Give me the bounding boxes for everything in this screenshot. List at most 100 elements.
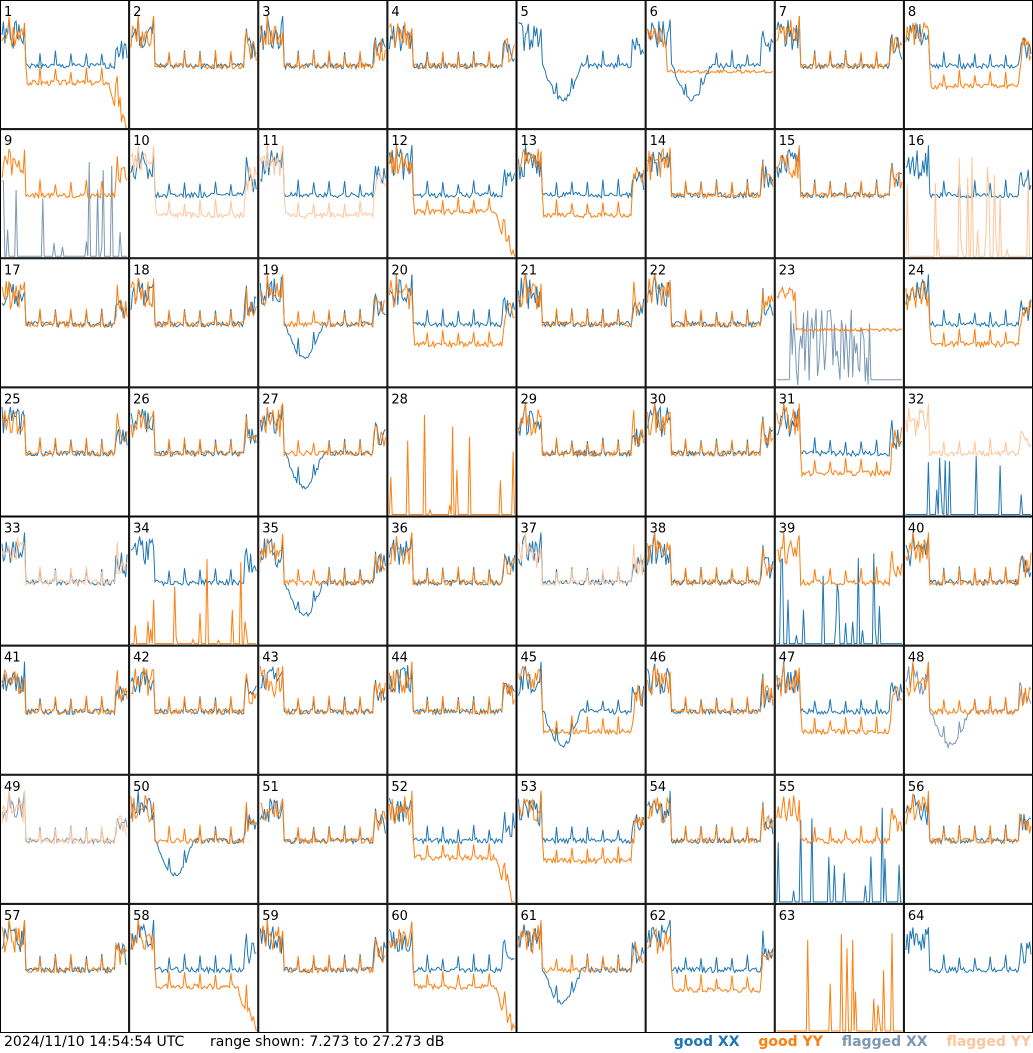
panel-label: 36 xyxy=(391,522,408,537)
panel-41: 41 xyxy=(0,645,130,775)
panel-46: 46 xyxy=(645,645,775,775)
trace-xx-5 xyxy=(518,21,645,102)
trace-xx-15 xyxy=(776,148,903,199)
trace-xx-19 xyxy=(259,276,386,360)
panel-label: 44 xyxy=(391,651,408,666)
trace-yy-50 xyxy=(130,795,257,845)
trace-yy-24 xyxy=(905,280,1032,349)
trace-xx-60 xyxy=(388,929,515,974)
panel-2: 2 xyxy=(129,0,259,130)
panel-label: 1 xyxy=(4,5,12,20)
trace-xx-53 xyxy=(518,790,645,846)
panel-label: 23 xyxy=(779,263,796,278)
panel-39: 39 xyxy=(774,516,904,646)
trace-yy-54 xyxy=(647,797,774,845)
trace-xx-55 xyxy=(776,807,902,903)
trace-xx-46 xyxy=(647,663,774,717)
trace-yy-30 xyxy=(647,403,774,458)
trace-yy-13 xyxy=(518,148,645,219)
panel-label: 19 xyxy=(262,263,279,278)
panel-29: 29 xyxy=(516,387,646,517)
trace-yy-33 xyxy=(1,537,128,587)
trace-xx-10 xyxy=(130,147,257,200)
trace-yy-59 xyxy=(259,919,386,975)
panel-frame xyxy=(129,903,259,1033)
trace-xx-8 xyxy=(905,23,1032,71)
panel-57: 57 xyxy=(0,903,130,1033)
panel-1: 1 xyxy=(0,0,130,130)
panel-61: 61 xyxy=(516,903,646,1033)
panel-15: 15 xyxy=(774,129,904,259)
panel-56: 56 xyxy=(903,774,1033,904)
panel-43: 43 xyxy=(258,645,388,775)
trace-xx-52 xyxy=(388,797,515,846)
panel-label: 39 xyxy=(779,522,796,537)
panel-label: 62 xyxy=(650,909,667,924)
trace-yy-25 xyxy=(1,410,128,458)
panel-label: 16 xyxy=(908,134,925,149)
panel-label: 60 xyxy=(391,909,408,924)
trace-yy-31 xyxy=(776,403,903,478)
panel-28: 28 xyxy=(387,387,517,517)
panel-frame xyxy=(387,903,517,1033)
trace-yy-18 xyxy=(130,277,257,328)
panel-11: 11 xyxy=(258,129,388,259)
panel-27: 27 xyxy=(258,387,388,517)
panel-16: 16 xyxy=(903,129,1033,259)
panel-frame xyxy=(129,258,259,388)
panel-23: 23 xyxy=(774,258,904,388)
panel-24: 24 xyxy=(903,258,1033,388)
panel-label: 56 xyxy=(908,780,925,795)
panel-42: 42 xyxy=(129,645,259,775)
trace-yy-20 xyxy=(388,274,515,349)
panel-label: 6 xyxy=(650,5,658,20)
trace-xx-11 xyxy=(259,145,386,199)
panel-20: 20 xyxy=(387,258,517,388)
panel-label: 46 xyxy=(650,651,667,666)
trace-yy-57 xyxy=(1,919,128,975)
trace-xx-7 xyxy=(776,15,903,70)
trace-xx-18 xyxy=(130,279,257,329)
trace-xx-32 xyxy=(905,455,1031,516)
panel-frame xyxy=(774,645,904,775)
panel-label: 17 xyxy=(4,263,21,278)
panel-60: 60 xyxy=(387,903,517,1033)
panel-17: 17 xyxy=(0,258,130,388)
panel-label: 4 xyxy=(391,5,399,20)
panel-44: 44 xyxy=(387,645,517,775)
panel-label: 22 xyxy=(650,263,667,278)
trace-xx-41 xyxy=(1,661,128,717)
trace-yy-9 xyxy=(1,148,128,200)
panel-frame xyxy=(645,0,775,130)
panel-32: 32 xyxy=(903,387,1033,517)
panel-label: 41 xyxy=(4,651,21,666)
trace-yy-60 xyxy=(388,921,515,1032)
panel-label: 13 xyxy=(521,134,538,149)
trace-yy-48 xyxy=(905,661,1032,716)
panel-label: 11 xyxy=(262,134,279,149)
trace-yy-49 xyxy=(1,790,128,846)
trace-xx-62 xyxy=(647,919,774,975)
trace-yy-38 xyxy=(647,532,774,587)
panel-12: 12 xyxy=(387,129,517,259)
trace-yy-7 xyxy=(776,15,903,71)
timestamp: 2024/11/10 14:54:54 UTC xyxy=(4,1034,185,1050)
trace-yy-3 xyxy=(259,15,386,71)
legend-good-xx: good XX xyxy=(673,1034,740,1050)
trace-yy-27 xyxy=(259,403,386,458)
range-text: range shown: 7.273 to 27.273 dB xyxy=(210,1034,445,1050)
panel-label: 21 xyxy=(521,263,538,278)
trace-yy-39 xyxy=(776,532,903,587)
panel-frame xyxy=(387,774,517,904)
trace-xx-43 xyxy=(260,665,386,716)
trace-yy-8 xyxy=(905,22,1032,90)
trace-xx-56 xyxy=(905,794,1032,846)
trace-yy-12 xyxy=(388,145,515,257)
panel-label: 29 xyxy=(521,392,538,407)
panel-label: 47 xyxy=(779,651,796,666)
panel-51: 51 xyxy=(258,774,388,904)
panel-label: 42 xyxy=(133,651,150,666)
trace-yy-34 xyxy=(131,558,257,645)
trace-yy-51 xyxy=(259,798,386,845)
panel-label: 48 xyxy=(908,651,925,666)
